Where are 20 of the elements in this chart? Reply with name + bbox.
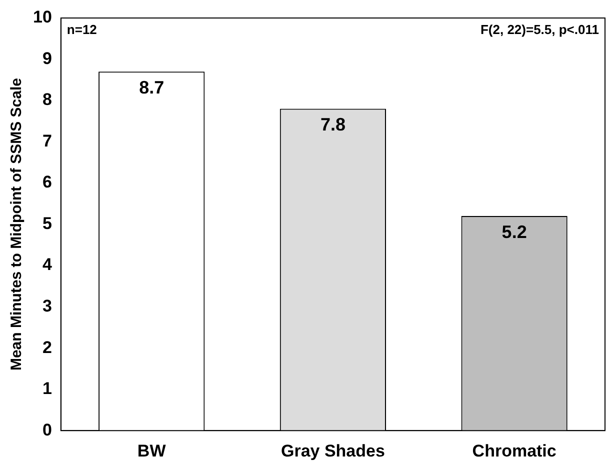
data-label: 8.7	[139, 78, 164, 98]
annotation: F(2, 22)=5.5, p<.011	[480, 22, 599, 38]
y-tick-label: 0	[42, 420, 52, 440]
annotation: n=12	[66, 22, 97, 38]
y-axis-title: Mean Minutes to Midpoint of SSMS Scale	[8, 78, 26, 371]
data-label: 7.8	[320, 114, 346, 135]
y-tick-label: 7	[42, 131, 52, 150]
x-tick-label: Chromatic	[472, 441, 556, 460]
y-tick-label: 2	[42, 338, 52, 357]
y-tick-label: 3	[42, 296, 52, 316]
y-tick-label: 10	[32, 8, 52, 27]
x-tick-label: BW	[137, 441, 167, 460]
y-tick-label: 4	[42, 255, 52, 274]
y-tick-label: 8	[42, 90, 52, 110]
y-tick-label: 1	[42, 379, 52, 398]
y-tick-label: 9	[42, 48, 52, 68]
data-label: 5.2	[502, 222, 527, 242]
y-tick-label: 5	[42, 214, 52, 233]
x-tick-label: Gray Shades	[280, 441, 385, 460]
y-tick-label: 6	[42, 172, 52, 192]
